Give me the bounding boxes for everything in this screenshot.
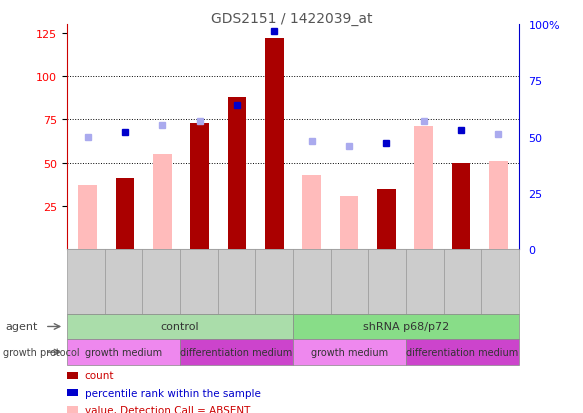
Text: growth protocol: growth protocol [3, 347, 79, 357]
Text: percentile rank within the sample: percentile rank within the sample [85, 388, 261, 398]
Text: growth medium: growth medium [85, 347, 162, 357]
Text: shRNA p68/p72: shRNA p68/p72 [363, 322, 449, 332]
Text: value, Detection Call = ABSENT: value, Detection Call = ABSENT [85, 405, 250, 413]
Bar [452, 163, 470, 250]
Bar [340, 196, 359, 250]
Text: agent: agent [6, 322, 38, 332]
Bar [489, 161, 508, 250]
Text: GDS2151 / 1422039_at: GDS2151 / 1422039_at [210, 12, 373, 26]
Bar [303, 176, 321, 250]
Bar [227, 97, 246, 250]
Text: count: count [85, 370, 114, 380]
Text: differentiation medium: differentiation medium [180, 347, 293, 357]
Bar [415, 127, 433, 250]
Bar [377, 189, 396, 250]
Bar [190, 123, 209, 250]
Bar [153, 154, 171, 250]
Bar [78, 186, 97, 250]
Text: differentiation medium: differentiation medium [406, 347, 518, 357]
Bar [265, 39, 283, 250]
Bar [115, 179, 134, 250]
Text: growth medium: growth medium [311, 347, 388, 357]
Text: control: control [161, 322, 199, 332]
